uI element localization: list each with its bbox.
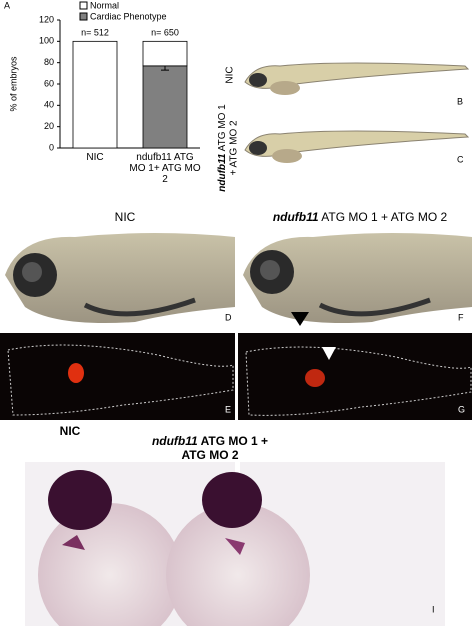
fluorescence-e <box>0 333 235 420</box>
y-tick-label: 60 <box>44 78 54 88</box>
gene: ndufb11 <box>217 153 228 192</box>
panel-title: ndufb11 ATG MO 1 + ATG MO 2 <box>273 210 448 224</box>
micrograph-i <box>166 462 445 626</box>
panel-letter: E <box>225 404 231 414</box>
panel-title: ATG MO 2 <box>181 448 238 462</box>
annotation: n= 650 <box>151 28 179 38</box>
panel-letter: G <box>458 404 465 414</box>
y-tick-label: 120 <box>39 14 54 24</box>
y-axis-label: % of embryos <box>8 56 18 112</box>
micrograph-f <box>238 228 472 330</box>
legend-swatch <box>79 12 88 21</box>
y-tick-label: 80 <box>44 57 54 67</box>
panel-letter: C <box>457 154 464 164</box>
panel-title: ndufb11 ATG MO 1 + <box>152 434 268 448</box>
panel-letter: B <box>457 96 463 106</box>
gene: ndufb11 <box>273 210 319 224</box>
bar-chart: % of embryos 0 20 40 60 80 100 120 NormalCardiac… <box>8 0 201 185</box>
panel-letter: A <box>4 0 10 10</box>
x-tick-label-box: NIC <box>86 152 104 163</box>
gene: ndufb11 <box>152 434 198 448</box>
row-label: ndufb11 ATG MO 1 <box>217 104 228 192</box>
label: ATG MO 1 + <box>198 434 268 448</box>
row-label: NIC <box>225 66 236 83</box>
y-tick-label: 100 <box>39 36 54 46</box>
x-tick-label: ndufb11 ATG MO 1+ ATG MO 2 <box>129 152 201 185</box>
fluorescence-g <box>238 333 472 420</box>
bar-segment <box>72 40 118 149</box>
legend-label: Normal <box>90 0 119 10</box>
annotation: n= 512 <box>81 28 109 38</box>
row-label: + ATG MO 2 <box>229 120 240 176</box>
panel-title: NIC <box>60 424 81 438</box>
micrograph-d <box>0 228 235 330</box>
micrograph-c <box>244 130 470 163</box>
x-tick-label: NIC <box>86 152 104 163</box>
y-tick-label: 40 <box>44 100 54 110</box>
panel-letter: F <box>458 312 464 322</box>
x-tick-label-box: ndufb11 ATG MO 1+ ATG MO 2 <box>129 152 201 185</box>
label: ATG MO 1 + ATG MO 2 <box>319 210 448 224</box>
y-tick-label: 0 <box>49 142 54 152</box>
legend-label: Cardiac Phenotype <box>90 11 167 21</box>
bar-segment <box>142 65 188 149</box>
panel-letter: D <box>225 312 232 322</box>
micrograph-b <box>244 62 470 95</box>
legend-swatch <box>79 1 88 10</box>
panel-letter: I <box>432 604 435 614</box>
y-tick-label: 20 <box>44 121 54 131</box>
bar-segment <box>142 40 188 67</box>
panel-title: NIC <box>115 210 136 224</box>
label: ATG MO 1 <box>217 104 228 154</box>
